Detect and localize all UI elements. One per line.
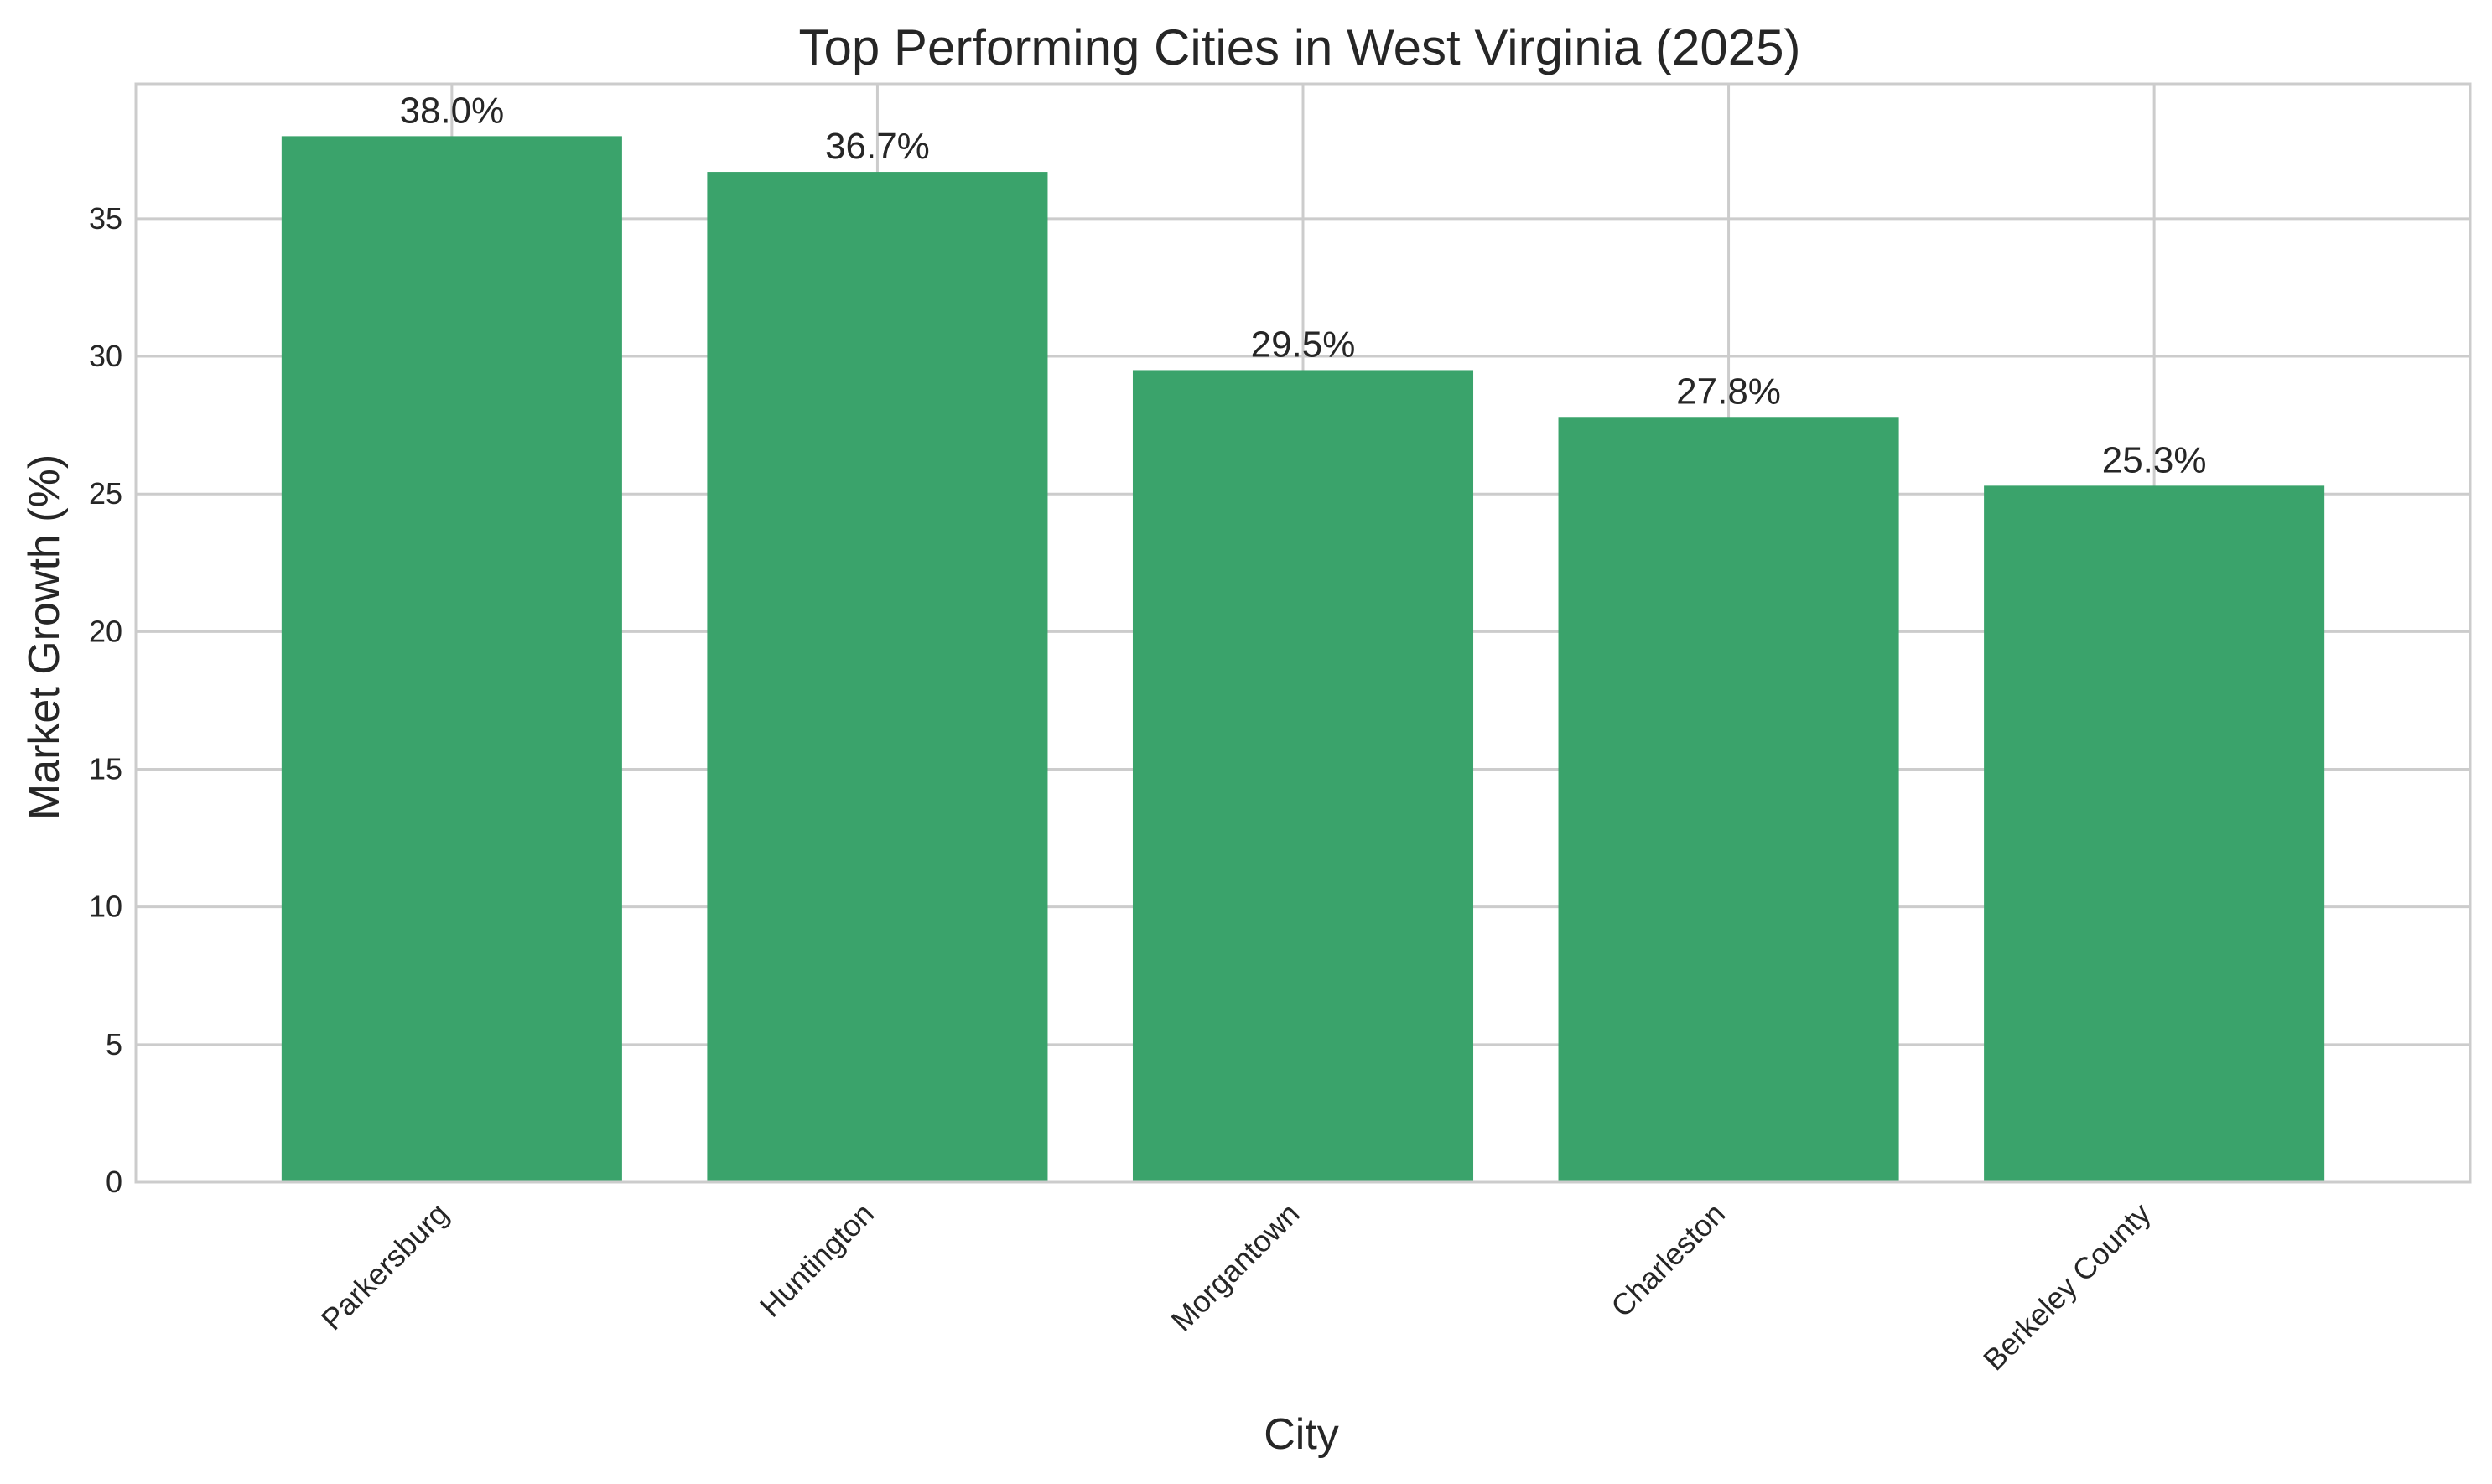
data-label: 38.0% <box>399 90 504 131</box>
y-tick-label: 30 <box>89 339 122 373</box>
y-tick-label: 35 <box>89 201 122 236</box>
data-label: 36.7% <box>825 126 930 167</box>
y-axis-ticks: 0 5 10 15 20 25 30 35 <box>89 201 122 1199</box>
y-tick-label: 10 <box>89 890 122 924</box>
data-label: 29.5% <box>1251 324 1356 365</box>
bar-berkeley-county <box>1984 485 2325 1182</box>
y-tick-label: 25 <box>89 476 122 511</box>
data-label: 25.3% <box>2102 439 2207 480</box>
bar-morgantown <box>1132 370 1474 1183</box>
y-axis-label: Market Growth (%) <box>20 454 69 820</box>
y-tick-label: 20 <box>89 614 122 648</box>
data-labels: 38.0% 36.7% 29.5% 27.8% 25.3% <box>399 90 2206 480</box>
bar-parkersburg <box>281 136 622 1182</box>
plot-frame <box>134 82 2472 1184</box>
y-tick-label: 0 <box>106 1165 122 1199</box>
x-axis-label: City <box>1264 1410 1339 1459</box>
data-label: 27.8% <box>1676 371 1781 412</box>
y-tick-label: 15 <box>89 752 122 786</box>
bar-charleston <box>1558 417 1899 1182</box>
chart-title: Top Performing Cities in West Virginia (… <box>799 19 1801 75</box>
bars <box>281 136 2325 1183</box>
bar-huntington <box>707 172 1048 1183</box>
y-tick-label: 5 <box>106 1027 122 1061</box>
